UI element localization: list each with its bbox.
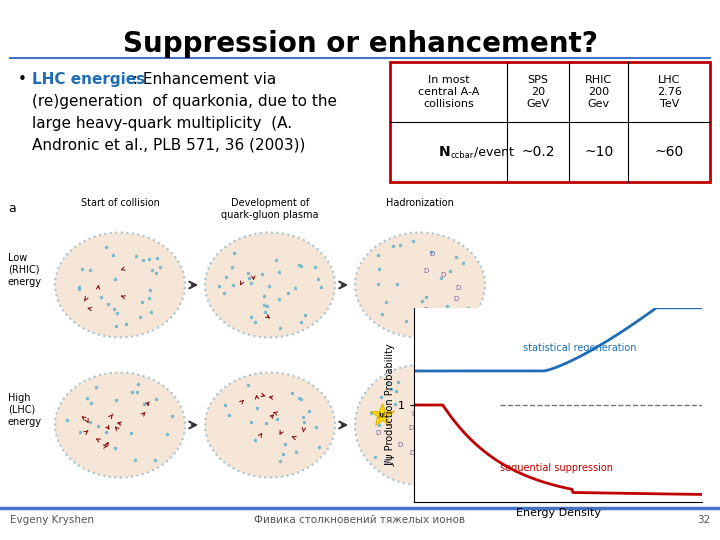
Text: D: D xyxy=(397,442,402,448)
Text: D: D xyxy=(383,458,388,464)
Text: SPS
20
GeV: SPS 20 GeV xyxy=(526,76,549,109)
Text: Development of
quark-gluon plasma: Development of quark-gluon plasma xyxy=(221,198,319,220)
Text: D: D xyxy=(415,449,420,455)
Text: 32: 32 xyxy=(697,515,710,525)
Text: D: D xyxy=(409,450,415,456)
Text: LHC energies: LHC energies xyxy=(32,72,145,87)
Text: D: D xyxy=(430,431,435,437)
Text: D: D xyxy=(453,296,459,302)
Text: LHC
2.76
TeV: LHC 2.76 TeV xyxy=(657,76,682,109)
Text: Start of collision: Start of collision xyxy=(81,198,159,208)
Text: Jψ: Jψ xyxy=(445,432,451,438)
Bar xyxy=(390,62,710,182)
Text: a: a xyxy=(8,202,16,215)
Text: •: • xyxy=(18,72,27,87)
Text: D: D xyxy=(386,421,391,427)
Text: D: D xyxy=(409,424,414,430)
Text: D: D xyxy=(429,251,435,257)
Y-axis label: J/ψ Production Probability: J/ψ Production Probability xyxy=(385,343,395,467)
Text: N: N xyxy=(438,145,450,159)
Text: Evgeny Kryshen: Evgeny Kryshen xyxy=(10,515,94,525)
Ellipse shape xyxy=(55,373,185,477)
Text: D: D xyxy=(424,415,429,421)
Text: : Enhancement via: : Enhancement via xyxy=(128,72,276,87)
Ellipse shape xyxy=(355,233,485,338)
Text: ccbar: ccbar xyxy=(451,152,474,160)
Text: Jψ: Jψ xyxy=(379,412,385,418)
Text: ~60: ~60 xyxy=(654,145,684,159)
Text: D: D xyxy=(411,411,416,417)
Text: (re)generation  of quarkonia, due to the: (re)generation of quarkonia, due to the xyxy=(32,94,337,109)
Text: Andronic et al., PLB 571, 36 (2003)): Andronic et al., PLB 571, 36 (2003)) xyxy=(32,138,305,153)
Ellipse shape xyxy=(55,233,185,338)
Text: D: D xyxy=(376,430,381,436)
Text: ~0.2: ~0.2 xyxy=(521,145,554,159)
Text: Hadronization: Hadronization xyxy=(386,198,454,208)
Text: In most
central A-A
collisions: In most central A-A collisions xyxy=(418,76,479,109)
Ellipse shape xyxy=(205,373,335,477)
Text: Фивика столкновений тяжелых ионов: Фивика столкновений тяжелых ионов xyxy=(254,515,466,525)
Text: D: D xyxy=(423,307,428,313)
Text: large heavy-quark multiplicity  (A.: large heavy-quark multiplicity (A. xyxy=(32,116,292,131)
Text: statistical regeneration: statistical regeneration xyxy=(523,342,637,353)
Text: Suppression or enhancement?: Suppression or enhancement? xyxy=(122,30,598,58)
Text: sequential suppression: sequential suppression xyxy=(500,463,613,473)
Text: RHIC
200
Gev: RHIC 200 Gev xyxy=(585,76,613,109)
Text: /event: /event xyxy=(474,145,514,159)
Text: Low
(RHIC)
energy: Low (RHIC) energy xyxy=(8,253,42,287)
Text: D: D xyxy=(456,285,461,291)
Text: High
(LHC)
energy: High (LHC) energy xyxy=(8,394,42,427)
Text: ~10: ~10 xyxy=(584,145,613,159)
Text: D: D xyxy=(440,273,446,279)
Ellipse shape xyxy=(355,365,485,485)
Ellipse shape xyxy=(205,233,335,338)
X-axis label: Energy Density: Energy Density xyxy=(516,508,600,518)
Text: D: D xyxy=(426,440,431,446)
Text: D: D xyxy=(423,268,429,274)
Text: D: D xyxy=(436,407,441,413)
